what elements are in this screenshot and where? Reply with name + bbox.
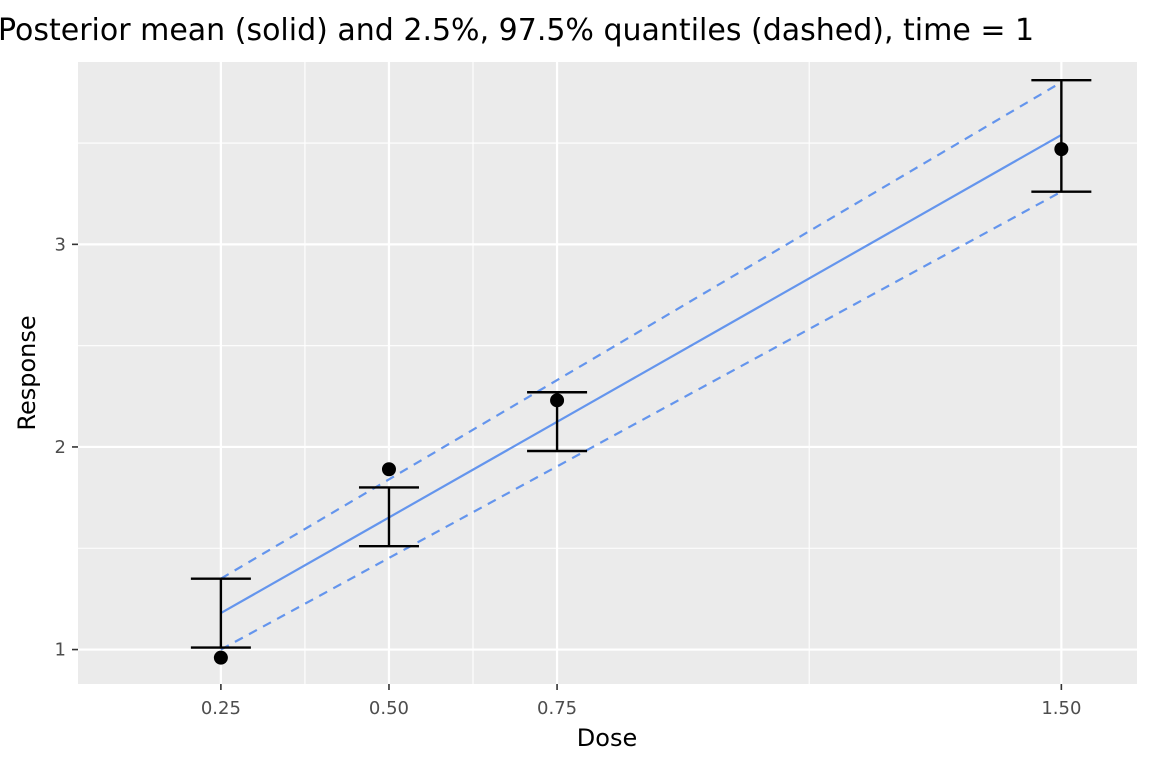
x-tick-label: 1.50: [1041, 698, 1081, 719]
chart-title: Posterior mean (solid) and 2.5%, 97.5% q…: [0, 13, 1034, 48]
data-points: [213, 142, 1069, 665]
y-tick-label: 3: [55, 234, 66, 255]
y-tick-label: 2: [55, 437, 66, 458]
error-bars: [190, 79, 1092, 649]
y-axis-title: Response: [13, 315, 41, 430]
data-point: [550, 393, 565, 408]
fit-lines: [220, 81, 1062, 651]
x-tick-label: 0.25: [201, 698, 241, 719]
data-point: [213, 650, 228, 665]
data-point: [1054, 142, 1069, 157]
x-axis-title: Dose: [577, 724, 637, 752]
x-tick-label: 0.75: [537, 698, 577, 719]
x-tick-label: 0.50: [369, 698, 409, 719]
posterior-mean-line: [220, 133, 1062, 615]
axes: 0.25 0.50 0.75 1.50 1 2 3: [55, 234, 1082, 719]
upper-quantile-line: [220, 81, 1062, 580]
grid-minor: [78, 62, 1137, 684]
data-point: [381, 462, 396, 477]
grid-major: [78, 62, 1137, 684]
plot-panel: [78, 62, 1137, 684]
y-tick-label: 1: [55, 640, 66, 661]
